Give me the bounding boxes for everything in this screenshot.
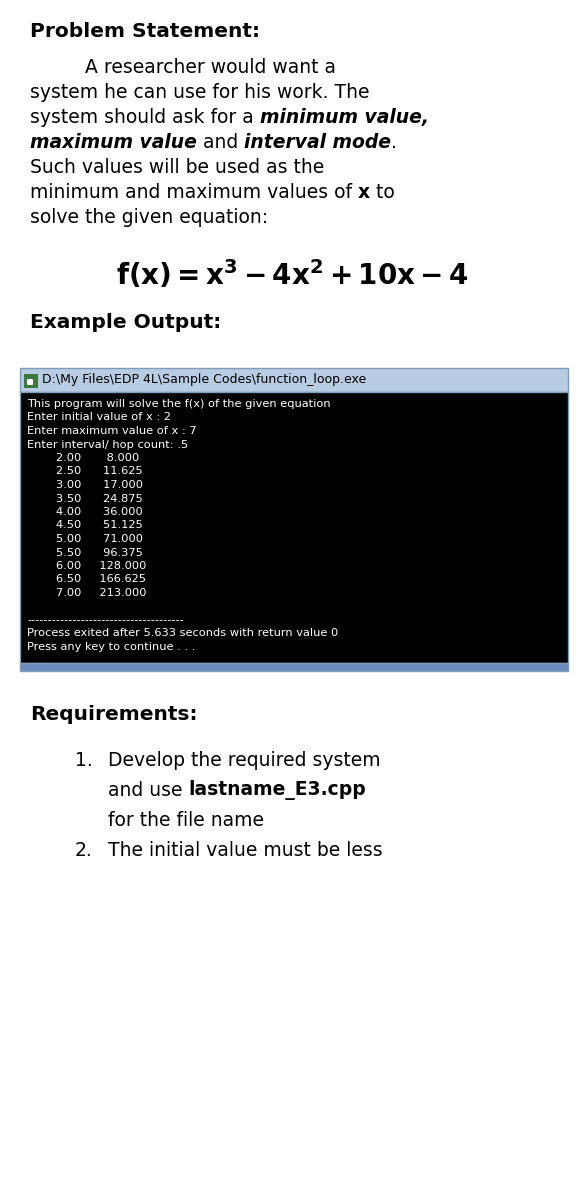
- Text: --------------------------------------: --------------------------------------: [27, 614, 184, 625]
- Text: 6.50     166.625: 6.50 166.625: [27, 575, 146, 584]
- Text: solve the given equation:: solve the given equation:: [30, 208, 268, 227]
- Text: Process exited after 5.633 seconds with return value 0: Process exited after 5.633 seconds with …: [27, 629, 338, 638]
- Text: to: to: [370, 182, 395, 202]
- Text: and: and: [197, 133, 244, 152]
- Text: interval mode: interval mode: [244, 133, 391, 152]
- Text: Enter maximum value of x : 7: Enter maximum value of x : 7: [27, 426, 197, 436]
- Bar: [24, 374, 38, 388]
- Text: Example Output:: Example Output:: [30, 313, 221, 332]
- Text: system he can use for his work. The: system he can use for his work. The: [30, 83, 370, 102]
- Bar: [27, 379, 33, 385]
- Text: 4.50      51.125: 4.50 51.125: [27, 521, 142, 530]
- Text: 3.00      17.000: 3.00 17.000: [27, 480, 143, 490]
- Text: The initial value must be less: The initial value must be less: [108, 840, 383, 859]
- Text: D:\My Files\EDP 4L\Sample Codes\function_loop.exe: D:\My Files\EDP 4L\Sample Codes\function…: [42, 373, 366, 386]
- Text: maximum value: maximum value: [30, 133, 197, 152]
- Text: minimum value,: minimum value,: [260, 108, 429, 127]
- Text: 6.00     128.000: 6.00 128.000: [27, 560, 147, 571]
- Bar: [20, 368, 568, 392]
- Text: Problem Statement:: Problem Statement:: [30, 22, 260, 41]
- Text: Press any key to continue . . .: Press any key to continue . . .: [27, 642, 195, 652]
- Text: system should ask for a: system should ask for a: [30, 108, 260, 127]
- Bar: [20, 662, 568, 671]
- Text: .: .: [391, 133, 397, 152]
- Text: and use: and use: [108, 780, 189, 799]
- Text: This program will solve the f(x) of the given equation: This program will solve the f(x) of the …: [27, 398, 331, 409]
- Text: 2.50      11.625: 2.50 11.625: [27, 467, 142, 476]
- Text: 7.00     213.000: 7.00 213.000: [27, 588, 147, 598]
- Bar: [20, 392, 568, 662]
- Text: Enter initial value of x : 2: Enter initial value of x : 2: [27, 413, 171, 422]
- Text: 2.: 2.: [75, 840, 93, 859]
- Text: Requirements:: Requirements:: [30, 706, 197, 725]
- Text: A researcher would want a: A researcher would want a: [85, 58, 336, 77]
- Text: x: x: [358, 182, 370, 202]
- Text: Enter interval/ hop count: .5: Enter interval/ hop count: .5: [27, 439, 188, 450]
- Text: minimum and maximum values of: minimum and maximum values of: [30, 182, 358, 202]
- Text: 3.50      24.875: 3.50 24.875: [27, 493, 142, 504]
- Text: Develop the required system: Develop the required system: [108, 750, 381, 769]
- Text: lastname_E3.cpp: lastname_E3.cpp: [189, 780, 366, 800]
- Text: for the file name: for the file name: [108, 810, 264, 829]
- Text: Such values will be used as the: Such values will be used as the: [30, 158, 324, 176]
- Text: 5.50      96.375: 5.50 96.375: [27, 547, 143, 558]
- Text: 5.00      71.000: 5.00 71.000: [27, 534, 143, 544]
- Text: 4.00      36.000: 4.00 36.000: [27, 506, 142, 517]
- Text: 2.00       8.000: 2.00 8.000: [27, 452, 139, 463]
- Text: 1.: 1.: [75, 750, 93, 769]
- Text: $\mathbf{f(x) = x^3 - 4x^2 + 10x - 4}$: $\mathbf{f(x) = x^3 - 4x^2 + 10x - 4}$: [116, 258, 468, 290]
